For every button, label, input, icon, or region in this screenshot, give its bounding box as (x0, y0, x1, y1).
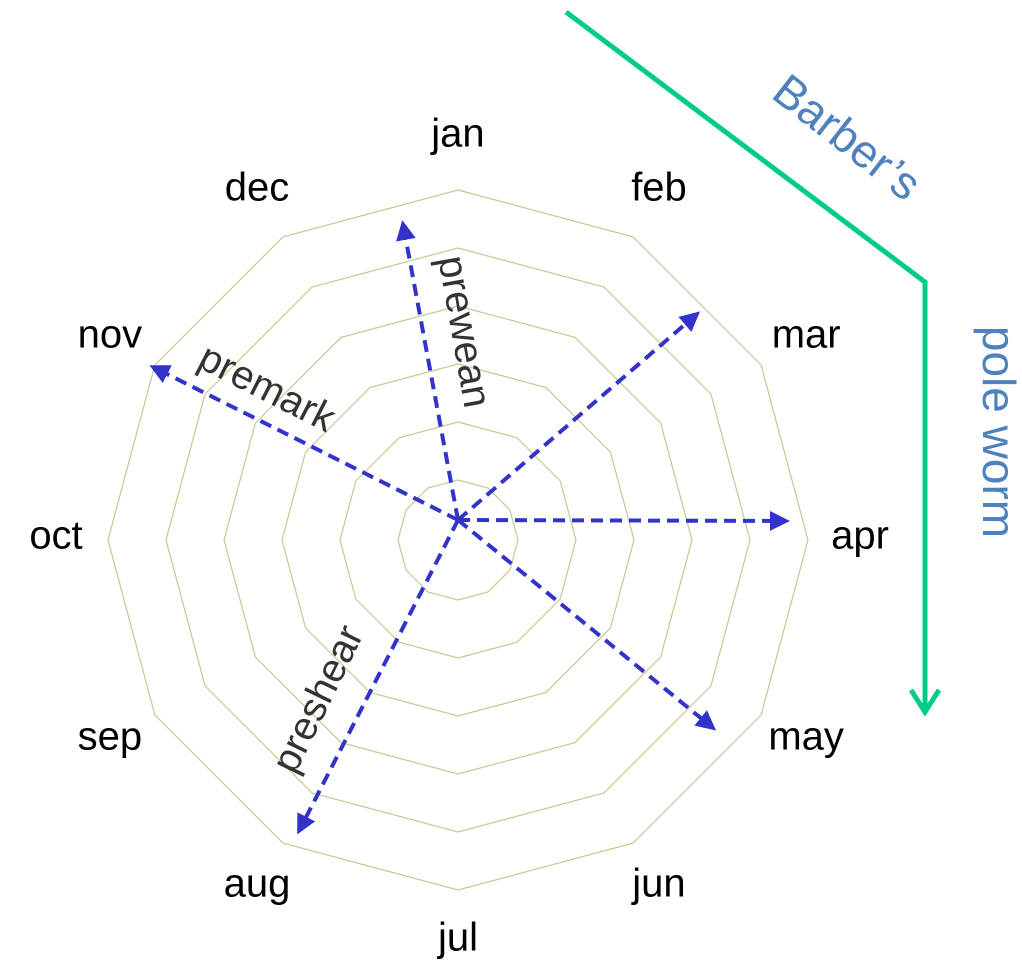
side-label: Barber’s (764, 63, 932, 210)
month-labels: jan feb mar apr may jun jul aug sep oct nov dec (29, 112, 889, 960)
month-label: jun (631, 862, 685, 906)
arrows (149, 220, 790, 835)
arrow-label: prewean (429, 252, 499, 411)
arrow-label: preshear (263, 618, 372, 779)
month-label: sep (78, 715, 143, 759)
ring (339, 421, 577, 659)
month-label: dec (225, 165, 290, 209)
arrow (456, 518, 717, 731)
side-arrow (564, 10, 928, 708)
month-label: oct (29, 514, 82, 558)
arrow (456, 311, 701, 522)
month-label: apr (831, 514, 889, 558)
month-label: jul (437, 916, 478, 960)
rings (107, 189, 809, 891)
side-arrowhead (908, 688, 942, 717)
side-label: pole worm (973, 326, 1022, 538)
ring (223, 305, 693, 775)
month-label: jan (430, 112, 484, 156)
ring (107, 189, 809, 891)
month-label: may (768, 715, 844, 759)
month-label: nov (78, 313, 143, 357)
ring (397, 479, 519, 601)
month-label: feb (631, 165, 687, 209)
arrow (297, 519, 460, 835)
ring (165, 247, 751, 833)
arrow (457, 510, 790, 531)
month-label: aug (224, 862, 291, 906)
month-label: mar (772, 313, 841, 357)
ring (281, 363, 635, 717)
arrow (396, 220, 460, 521)
